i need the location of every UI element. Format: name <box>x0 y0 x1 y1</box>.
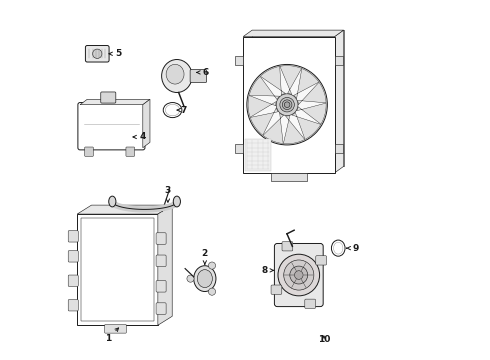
Polygon shape <box>243 37 335 173</box>
FancyBboxPatch shape <box>335 144 343 153</box>
Polygon shape <box>296 103 326 124</box>
Ellipse shape <box>334 242 343 254</box>
FancyBboxPatch shape <box>85 45 109 62</box>
FancyBboxPatch shape <box>78 103 145 150</box>
FancyBboxPatch shape <box>156 303 166 314</box>
Polygon shape <box>80 99 150 105</box>
Circle shape <box>208 262 216 269</box>
FancyBboxPatch shape <box>270 173 307 181</box>
Text: 5: 5 <box>109 49 122 58</box>
Polygon shape <box>243 30 343 37</box>
Ellipse shape <box>331 240 345 256</box>
Circle shape <box>278 254 319 296</box>
Polygon shape <box>335 30 343 173</box>
FancyBboxPatch shape <box>105 324 126 333</box>
Polygon shape <box>245 139 270 171</box>
Text: 7: 7 <box>177 105 187 114</box>
Text: 10: 10 <box>318 335 330 344</box>
FancyBboxPatch shape <box>305 299 316 309</box>
Text: 8: 8 <box>262 266 273 275</box>
Polygon shape <box>158 205 172 325</box>
Circle shape <box>284 260 314 290</box>
FancyBboxPatch shape <box>68 300 78 311</box>
Circle shape <box>284 102 290 108</box>
Circle shape <box>276 94 298 116</box>
Polygon shape <box>263 113 284 144</box>
FancyBboxPatch shape <box>126 147 135 156</box>
Circle shape <box>290 266 308 284</box>
Text: 1: 1 <box>105 328 119 343</box>
Ellipse shape <box>109 196 116 207</box>
FancyBboxPatch shape <box>68 251 78 262</box>
Polygon shape <box>280 66 302 94</box>
FancyBboxPatch shape <box>271 285 282 294</box>
Ellipse shape <box>194 266 216 292</box>
Circle shape <box>187 275 194 282</box>
Polygon shape <box>77 205 172 214</box>
FancyBboxPatch shape <box>190 69 207 82</box>
Polygon shape <box>260 66 286 95</box>
FancyBboxPatch shape <box>274 243 323 307</box>
Polygon shape <box>81 219 153 321</box>
Polygon shape <box>248 95 276 117</box>
Ellipse shape <box>162 59 192 93</box>
FancyBboxPatch shape <box>156 255 166 266</box>
Polygon shape <box>297 82 326 105</box>
Polygon shape <box>252 30 343 166</box>
Ellipse shape <box>166 104 180 116</box>
Ellipse shape <box>163 103 182 118</box>
FancyBboxPatch shape <box>85 147 93 156</box>
Polygon shape <box>294 68 319 99</box>
Text: 2: 2 <box>202 249 208 264</box>
Ellipse shape <box>197 270 212 288</box>
Circle shape <box>280 98 294 112</box>
Text: 6: 6 <box>196 68 209 77</box>
Circle shape <box>247 64 327 145</box>
Text: 9: 9 <box>346 244 359 253</box>
FancyBboxPatch shape <box>156 233 166 244</box>
Polygon shape <box>292 112 321 139</box>
FancyBboxPatch shape <box>235 144 243 153</box>
Circle shape <box>282 100 292 109</box>
Text: 3: 3 <box>165 186 171 202</box>
Polygon shape <box>77 214 158 325</box>
Polygon shape <box>283 116 305 144</box>
Circle shape <box>93 49 102 58</box>
Circle shape <box>294 271 303 279</box>
Ellipse shape <box>166 64 184 84</box>
FancyBboxPatch shape <box>235 57 243 66</box>
Polygon shape <box>250 108 278 135</box>
FancyBboxPatch shape <box>156 280 166 292</box>
Text: 4: 4 <box>133 132 146 141</box>
FancyBboxPatch shape <box>68 230 78 242</box>
Polygon shape <box>249 76 280 100</box>
Circle shape <box>208 288 216 295</box>
Polygon shape <box>143 99 150 148</box>
FancyBboxPatch shape <box>68 275 78 287</box>
FancyBboxPatch shape <box>316 256 326 265</box>
FancyBboxPatch shape <box>282 242 293 251</box>
Ellipse shape <box>173 196 180 207</box>
FancyBboxPatch shape <box>101 92 116 103</box>
FancyBboxPatch shape <box>335 57 343 66</box>
